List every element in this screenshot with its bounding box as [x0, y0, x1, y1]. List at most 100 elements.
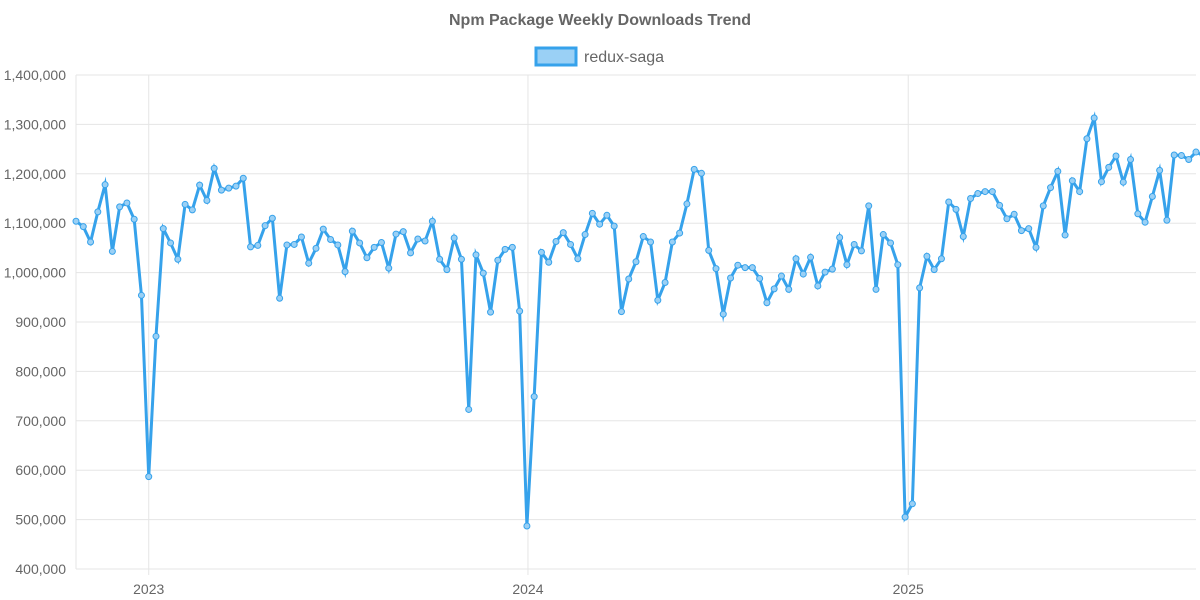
- data-point[interactable]: [1047, 184, 1055, 192]
- data-point[interactable]: [443, 266, 451, 274]
- data-point[interactable]: [581, 231, 589, 239]
- data-point[interactable]: [996, 201, 1004, 209]
- data-point[interactable]: [283, 241, 291, 249]
- data-point[interactable]: [217, 186, 225, 194]
- data-point[interactable]: [450, 234, 458, 242]
- data-point[interactable]: [1003, 215, 1011, 223]
- data-point[interactable]: [988, 188, 996, 196]
- data-point[interactable]: [908, 500, 916, 508]
- data-point[interactable]: [705, 246, 713, 254]
- data-point[interactable]: [203, 196, 211, 204]
- data-point[interactable]: [945, 198, 953, 206]
- data-point[interactable]: [537, 248, 545, 256]
- data-point[interactable]: [1083, 135, 1091, 143]
- data-point[interactable]: [268, 214, 276, 222]
- data-point[interactable]: [712, 265, 720, 273]
- data-point[interactable]: [101, 181, 109, 189]
- data-point[interactable]: [1068, 177, 1076, 185]
- data-point[interactable]: [894, 261, 902, 269]
- data-point[interactable]: [145, 473, 153, 481]
- data-point[interactable]: [552, 237, 560, 245]
- data-point[interactable]: [887, 239, 895, 247]
- data-point[interactable]: [1017, 227, 1025, 235]
- data-point[interactable]: [632, 258, 640, 266]
- data-point[interactable]: [974, 190, 982, 198]
- data-point[interactable]: [1185, 155, 1193, 163]
- data-point[interactable]: [697, 169, 705, 177]
- data-point[interactable]: [116, 203, 124, 211]
- data-point[interactable]: [1032, 243, 1040, 251]
- data-point[interactable]: [508, 243, 516, 251]
- data-point[interactable]: [1010, 210, 1018, 218]
- data-point[interactable]: [763, 299, 771, 307]
- data-point[interactable]: [1170, 151, 1178, 159]
- data-point[interactable]: [850, 240, 858, 248]
- data-point[interactable]: [312, 244, 320, 252]
- data-point[interactable]: [356, 239, 364, 247]
- data-point[interactable]: [196, 181, 204, 189]
- data-point[interactable]: [487, 308, 495, 316]
- data-point[interactable]: [479, 269, 487, 277]
- data-point[interactable]: [741, 264, 749, 272]
- data-point[interactable]: [901, 513, 909, 521]
- data-point[interactable]: [305, 259, 313, 267]
- data-point[interactable]: [530, 393, 538, 401]
- data-point[interactable]: [1134, 210, 1142, 218]
- data-point[interactable]: [559, 229, 567, 237]
- data-point[interactable]: [625, 275, 633, 283]
- data-point[interactable]: [188, 206, 196, 214]
- data-point[interactable]: [617, 308, 625, 316]
- data-point[interactable]: [108, 247, 116, 255]
- data-point[interactable]: [785, 285, 793, 293]
- data-point[interactable]: [727, 274, 735, 282]
- data-point[interactable]: [152, 332, 160, 340]
- data-point[interactable]: [1090, 114, 1098, 122]
- data-point[interactable]: [1119, 178, 1127, 186]
- data-point[interactable]: [937, 255, 945, 263]
- data-point[interactable]: [959, 233, 967, 241]
- data-point[interactable]: [654, 296, 662, 304]
- data-point[interactable]: [348, 227, 356, 235]
- data-point[interactable]: [290, 240, 298, 248]
- data-point[interactable]: [137, 291, 145, 299]
- data-point[interactable]: [777, 272, 785, 280]
- data-point[interactable]: [327, 236, 335, 243]
- data-point[interactable]: [1163, 216, 1171, 224]
- data-point[interactable]: [181, 200, 189, 208]
- data-point[interactable]: [1076, 188, 1084, 196]
- data-point[interactable]: [334, 241, 342, 249]
- data-point[interactable]: [690, 165, 698, 173]
- data-point[interactable]: [247, 243, 255, 251]
- data-point[interactable]: [952, 205, 960, 213]
- data-point[interactable]: [428, 217, 436, 225]
- data-point[interactable]: [610, 222, 618, 230]
- data-point[interactable]: [1192, 148, 1200, 156]
- legend[interactable]: redux-saga: [534, 46, 664, 67]
- data-point[interactable]: [683, 200, 691, 208]
- data-point[interactable]: [967, 195, 975, 202]
- data-point[interactable]: [174, 255, 182, 263]
- data-point[interactable]: [821, 268, 829, 276]
- data-point[interactable]: [421, 237, 429, 245]
- data-point[interactable]: [370, 243, 378, 251]
- data-point[interactable]: [719, 310, 727, 318]
- data-point[interactable]: [523, 522, 531, 530]
- data-point[interactable]: [72, 217, 80, 225]
- data-point[interactable]: [545, 258, 553, 266]
- data-point[interactable]: [872, 285, 880, 293]
- data-point[interactable]: [668, 238, 676, 246]
- data-point[interactable]: [254, 241, 262, 249]
- data-point[interactable]: [1127, 155, 1135, 163]
- data-point[interactable]: [1054, 167, 1062, 175]
- data-point[interactable]: [1105, 163, 1113, 171]
- data-point[interactable]: [501, 245, 509, 253]
- data-point[interactable]: [647, 238, 655, 246]
- data-point[interactable]: [865, 202, 873, 210]
- data-point[interactable]: [1177, 152, 1185, 160]
- data-point[interactable]: [748, 264, 756, 272]
- data-point[interactable]: [567, 240, 575, 248]
- data-point[interactable]: [472, 251, 480, 259]
- data-point[interactable]: [319, 225, 327, 233]
- data-point[interactable]: [457, 255, 465, 263]
- data-point[interactable]: [639, 233, 647, 241]
